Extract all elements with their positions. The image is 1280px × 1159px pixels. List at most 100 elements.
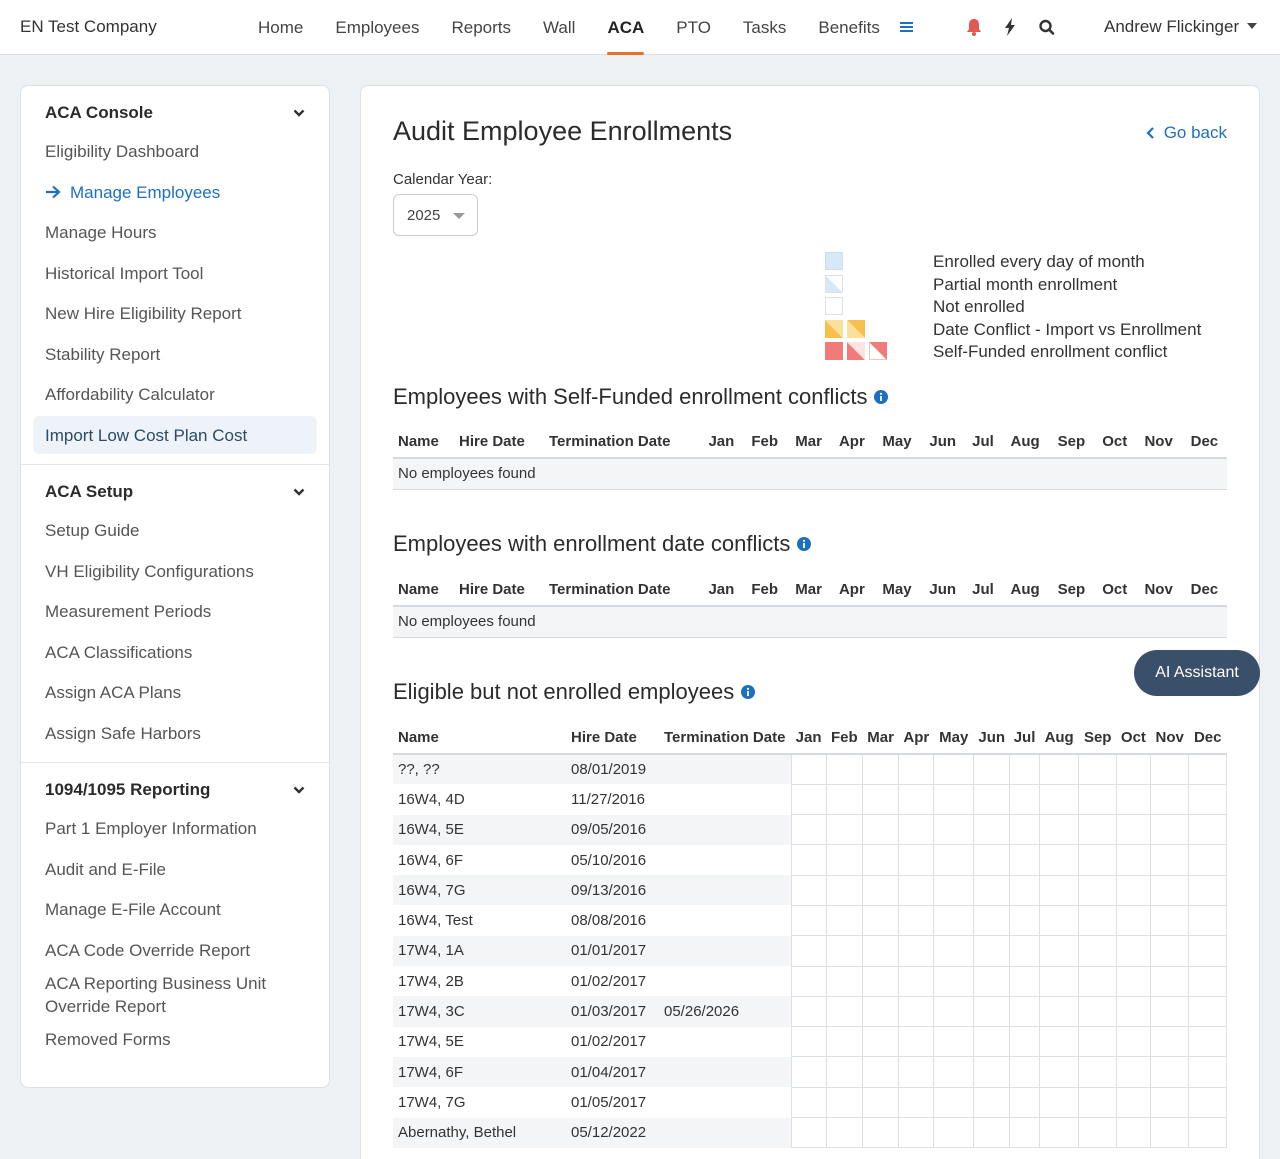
date-conflict-swatch-icon bbox=[847, 319, 865, 338]
nav-item-tasks[interactable]: Tasks bbox=[742, 18, 787, 37]
nav-item-benefits[interactable]: Benefits bbox=[818, 18, 880, 37]
month-cell bbox=[790, 874, 827, 906]
sidebar-item-audit-and-e-file[interactable]: Audit and E-File bbox=[33, 850, 317, 888]
sidebar-item-new-hire-eligibility-report[interactable]: New Hire Eligibility Report bbox=[33, 295, 317, 333]
table-row[interactable]: 17W4, 6F 01/04/2017 bbox=[393, 1056, 1227, 1088]
ai-assistant-button[interactable]: AI Assistant bbox=[1134, 650, 1260, 696]
table-row[interactable]: Abernathy, Bethel 05/12/2022 bbox=[393, 1117, 1227, 1149]
table-row[interactable]: 16W4, 6F 05/10/2016 bbox=[393, 844, 1227, 876]
sidebar-item-measurement-periods[interactable]: Measurement Periods bbox=[33, 593, 317, 631]
sidebar-item-manage-hours[interactable]: Manage Hours bbox=[33, 214, 317, 252]
go-back-label: Go back bbox=[1163, 123, 1227, 142]
sidebar-item-label: Stability Report bbox=[45, 344, 161, 364]
sidebar-item-label: Import Low Cost Plan Cost bbox=[45, 425, 248, 445]
month-cell bbox=[933, 935, 975, 967]
month-header: Apr bbox=[830, 574, 874, 607]
sidebar-item-historical-import-tool[interactable]: Historical Import Tool bbox=[33, 254, 317, 292]
employee-name: 17W4, 6F bbox=[393, 1056, 566, 1088]
info-icon[interactable] bbox=[741, 685, 756, 699]
nav-item-employees[interactable]: Employees bbox=[335, 18, 420, 37]
sidebar-item-aca-code-override-report[interactable]: ACA Code Override Report bbox=[33, 931, 317, 969]
month-cell bbox=[973, 1086, 1011, 1119]
termination-date bbox=[659, 905, 791, 935]
sidebar-item-manage-employees[interactable]: Manage Employees bbox=[33, 173, 317, 211]
sidebar-section-header[interactable]: ACA Setup bbox=[33, 475, 317, 509]
calendar-year-select[interactable]: 2025 bbox=[393, 194, 478, 236]
employee-name: 17W4, 1A bbox=[393, 935, 566, 967]
partial-swatch-icon bbox=[825, 274, 843, 293]
sidebar-item-label: Assign ACA Plans bbox=[45, 683, 182, 702]
table-row[interactable]: 16W4, Test 08/08/2016 bbox=[393, 904, 1227, 937]
info-icon[interactable] bbox=[797, 537, 812, 551]
nav-item-wall[interactable]: Wall bbox=[543, 18, 576, 37]
bell-icon[interactable] bbox=[963, 15, 985, 39]
table-row[interactable]: 17W4, 1A 01/01/2017 bbox=[393, 935, 1227, 967]
sidebar-item-removed-forms[interactable]: Removed Forms bbox=[33, 1020, 317, 1058]
sidebar-item-import-low-cost-plan-cost[interactable]: Import Low Cost Plan Cost bbox=[33, 416, 317, 454]
month-cell bbox=[1149, 904, 1190, 937]
info-icon[interactable] bbox=[874, 390, 889, 404]
month-header: Dec bbox=[1188, 722, 1227, 755]
month-header: Aug bbox=[1039, 722, 1079, 755]
search-icon[interactable] bbox=[1036, 15, 1058, 39]
sidebar-item-eligibility-dashboard[interactable]: Eligibility Dashboard bbox=[33, 133, 317, 171]
hire-date: 08/01/2019 bbox=[566, 754, 659, 785]
sidebar-item-setup-guide[interactable]: Setup Guide bbox=[33, 512, 317, 550]
month-cell bbox=[790, 995, 827, 1028]
month-cell bbox=[1078, 904, 1117, 937]
sidebar-section-header[interactable]: 1094/1095 Reporting bbox=[33, 773, 317, 807]
empty-message: No employees found bbox=[393, 458, 1227, 490]
table-row[interactable]: 17W4, 3C 01/03/2017 05/26/2026 bbox=[393, 995, 1227, 1028]
month-cell bbox=[1115, 1117, 1151, 1149]
month-header: Sep bbox=[1078, 722, 1117, 755]
table-row[interactable]: 17W4, 2B 01/02/2017 bbox=[393, 965, 1227, 997]
month-cell bbox=[861, 783, 900, 816]
month-cell bbox=[825, 935, 863, 967]
nav-item-aca[interactable]: ACA bbox=[591, 0, 660, 55]
month-cell bbox=[1078, 753, 1117, 785]
month-header: Feb bbox=[742, 574, 787, 607]
nav-item-reports[interactable]: Reports bbox=[451, 18, 511, 37]
bolt-icon[interactable] bbox=[999, 15, 1021, 39]
nav-item-pto[interactable]: PTO bbox=[676, 18, 711, 37]
month-header: Nov bbox=[1150, 722, 1189, 755]
sidebar-item-manage-e-file-account[interactable]: Manage E-File Account bbox=[33, 891, 317, 929]
termination-date bbox=[659, 1027, 791, 1057]
table-row[interactable]: 17W4, 7G 01/05/2017 bbox=[393, 1086, 1227, 1119]
month-cell bbox=[1149, 1026, 1190, 1058]
month-header: Oct bbox=[1093, 426, 1136, 459]
month-cell bbox=[1115, 844, 1151, 876]
sidebar-item-aca-classifications[interactable]: ACA Classifications bbox=[33, 633, 317, 671]
date-conflict-swatch-icon bbox=[825, 319, 843, 338]
hire-date: 01/01/2017 bbox=[566, 935, 659, 967]
chevron-down-icon bbox=[293, 786, 305, 794]
sidebar-item-aca-reporting-business-unit-override-report[interactable]: ACA Reporting Business Unit Override Rep… bbox=[33, 972, 317, 1018]
table-row[interactable]: 16W4, 7G 09/13/2016 bbox=[393, 874, 1227, 906]
month-cell bbox=[973, 904, 1011, 937]
month-cell bbox=[1188, 995, 1227, 1028]
month-cell bbox=[1115, 1086, 1151, 1119]
sidebar-item-affordability-calculator[interactable]: Affordability Calculator bbox=[33, 376, 317, 414]
menu-icon[interactable] bbox=[896, 15, 918, 39]
table-row[interactable]: 16W4, 5E 09/05/2016 bbox=[393, 814, 1227, 846]
month-cell bbox=[1149, 1086, 1190, 1119]
sidebar-item-part-1-employer-information[interactable]: Part 1 Employer Information bbox=[33, 810, 317, 848]
user-menu[interactable]: Andrew Flickinger bbox=[1104, 17, 1258, 37]
sidebar-item-label: Removed Forms bbox=[45, 1029, 171, 1049]
company-name[interactable]: EN Test Company bbox=[20, 17, 157, 36]
sidebar-section-header[interactable]: ACA Console bbox=[33, 96, 317, 130]
table-row[interactable]: ??, ?? 08/01/2019 bbox=[393, 753, 1227, 785]
table-row[interactable]: 17W4, 5E 01/02/2017 bbox=[393, 1026, 1227, 1058]
go-back-link[interactable]: Go back bbox=[1146, 123, 1227, 143]
table-row[interactable]: 16W4, 4D 11/27/2016 bbox=[393, 783, 1227, 816]
month-cell bbox=[1115, 965, 1151, 997]
month-cell bbox=[1149, 1056, 1190, 1088]
sidebar-item-vh-eligibility-configurations[interactable]: VH Eligibility Configurations bbox=[33, 552, 317, 590]
nav-item-home[interactable]: Home bbox=[258, 18, 304, 37]
sidebar-item-assign-aca-plans[interactable]: Assign ACA Plans bbox=[33, 674, 317, 712]
calendar-year-label: Calendar Year: bbox=[393, 171, 493, 188]
sidebar-item-assign-safe-harbors[interactable]: Assign Safe Harbors bbox=[33, 714, 317, 752]
sidebar-item-stability-report[interactable]: Stability Report bbox=[33, 335, 317, 373]
month-cell bbox=[973, 995, 1011, 1028]
month-header: Mar bbox=[786, 426, 831, 459]
